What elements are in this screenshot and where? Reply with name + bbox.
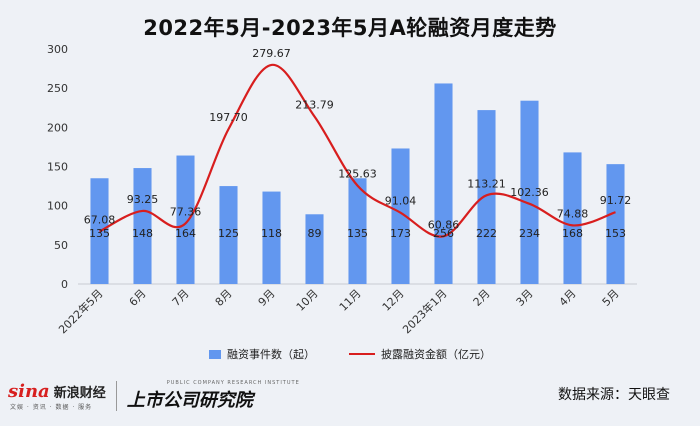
bar-1: [133, 168, 152, 284]
bar-3: [219, 186, 238, 284]
x-tick-label: 7月: [170, 287, 192, 309]
line-value-label: 113.21: [467, 177, 506, 190]
bar-value-label: 135: [347, 227, 368, 240]
bar-value-label: 153: [605, 227, 626, 240]
line-value-label: 60.86: [428, 218, 460, 231]
bar-value-label: 234: [519, 227, 540, 240]
x-tick-label: 8月: [213, 287, 235, 309]
bar-11: [563, 152, 582, 284]
x-tick-label: 2023年1月: [399, 286, 449, 336]
x-tick-label: 5月: [600, 287, 622, 309]
line-value-label: 77.36: [170, 205, 202, 218]
sina-tagline: 文娱 · 资讯 · 数据 · 服务: [10, 404, 93, 411]
legend-bar-label: 融资事件数（起）: [227, 348, 315, 361]
bar-value-label: 168: [562, 227, 583, 240]
x-tick-label: 4月: [557, 287, 579, 309]
y-tick-label: 50: [54, 239, 68, 252]
bar-10: [520, 100, 539, 284]
x-tick-label: 2月: [471, 287, 493, 309]
x-tick-label: 10月: [294, 287, 321, 314]
line-value-label: 125.63: [338, 168, 377, 181]
line-value-label: 93.25: [127, 193, 159, 206]
line-value-label: 279.67: [252, 47, 291, 60]
bar-value-label: 164: [175, 227, 196, 240]
y-tick-label: 250: [47, 82, 68, 95]
listed-company-institute-logo: PUBLIC COMPANY RESEARCH INSTITUTE 上市公司研究…: [127, 380, 300, 412]
x-tick-label: 11月: [337, 287, 364, 314]
x-tick-label: 12月: [380, 287, 407, 314]
x-tick-label: 2022年5月: [55, 286, 105, 336]
line-value-label: 67.08: [84, 213, 116, 226]
x-tick-label: 6月: [127, 287, 149, 309]
legend-item-bar: 融资事件数（起）: [209, 346, 315, 362]
bar-6: [348, 178, 367, 284]
y-tick-label: 200: [47, 121, 68, 134]
data-source: 数据来源：天眼查: [558, 387, 670, 403]
line-series-amount: [98, 63, 616, 238]
x-tick-label: 3月: [514, 287, 536, 309]
line-value-label: 91.72: [600, 194, 632, 207]
bar-9: [477, 110, 496, 284]
institute-english-name: PUBLIC COMPANY RESEARCH INSTITUTE: [166, 380, 300, 386]
sina-logo-mark: sina: [8, 381, 50, 402]
bar-value-label: 256: [433, 227, 454, 240]
bar-value-label: 222: [476, 227, 497, 240]
sina-finance-logo: sina 新浪财经 文娱 · 资讯 · 数据 · 服务: [8, 381, 106, 411]
bar-12: [606, 164, 625, 284]
chart-title: 2022年5月-2023年5月A轮融资月度走势: [143, 16, 557, 40]
y-tick-label: 100: [47, 200, 68, 213]
bar-value-label: 148: [132, 227, 153, 240]
footer-logos: sina 新浪财经 文娱 · 资讯 · 数据 · 服务 PUBLIC COMPA…: [8, 376, 300, 416]
bar-value-label: 89: [308, 227, 322, 240]
bar-5: [305, 214, 324, 284]
bar-4: [262, 191, 281, 284]
logo-divider: [115, 381, 117, 411]
line-value-label: 91.04: [385, 195, 417, 208]
line-value-label: 197.70: [209, 111, 248, 124]
legend: 融资事件数（起） 披露融资金额（亿元）: [0, 346, 700, 362]
bar-7: [391, 148, 410, 284]
bar-value-label: 118: [261, 227, 282, 240]
sina-finance-name: 新浪财经: [53, 386, 106, 401]
bar-value-label: 173: [390, 227, 411, 240]
legend-bar-swatch: [209, 349, 221, 359]
bar-8: [434, 83, 453, 284]
legend-item-line: 披露融资金额（亿元）: [349, 346, 491, 362]
y-tick-label: 0: [61, 278, 68, 291]
x-tick-label: 9月: [256, 287, 278, 309]
y-tick-label: 300: [47, 43, 68, 56]
line-value-label: 102.36: [510, 186, 549, 199]
bar-value-label: 135: [89, 227, 110, 240]
bar-2: [176, 155, 195, 284]
y-tick-label: 150: [47, 161, 68, 174]
institute-chinese-name: 上市公司研究院: [126, 390, 253, 411]
legend-line-swatch: [349, 353, 375, 355]
bar-value-label: 125: [218, 227, 239, 240]
line-value-label: 74.88: [557, 207, 589, 220]
line-value-label: 213.79: [295, 99, 334, 112]
legend-line-label: 披露融资金额（亿元）: [381, 348, 491, 361]
